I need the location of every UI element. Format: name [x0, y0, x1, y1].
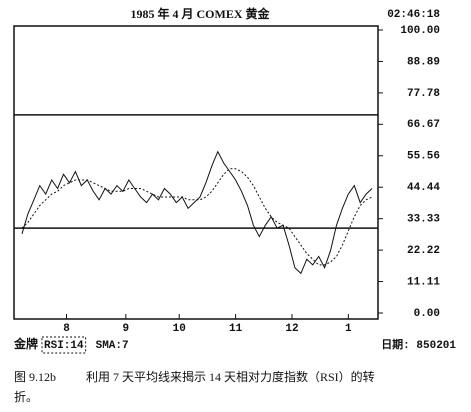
y-tick-label: 44.44 — [407, 182, 440, 194]
chart-title: 1985 年 4 月 COMEX 黄金 — [131, 6, 271, 21]
caption-text: 利用 7 天平均线来揭示 14 天相对力度指数（RSI）的转 — [86, 369, 375, 384]
x-tick-label: 11 — [229, 323, 243, 335]
x-tick-label: 8 — [63, 323, 70, 335]
series-line — [21, 168, 373, 266]
y-tick-label: 66.67 — [407, 119, 440, 131]
y-tick-label: 88.89 — [407, 56, 440, 68]
series-line — [21, 150, 373, 275]
x-tick-label: 9 — [123, 323, 130, 335]
legend-box — [41, 336, 87, 354]
y-tick-label: 11.11 — [407, 276, 440, 288]
time-label: 02:46:18 — [387, 9, 440, 21]
y-tick-label: 22.22 — [407, 245, 440, 257]
y-tick-label: 33.33 — [407, 214, 440, 226]
footer-date: 日期: 850201 — [381, 337, 456, 352]
footer-left: 金牌 — [13, 336, 38, 351]
caption-figure: 图 9.12b — [14, 370, 56, 384]
x-tick-label: 10 — [173, 323, 186, 335]
legend-entry: RSI:14 — [44, 340, 84, 352]
y-tick-label: 0.00 — [414, 308, 440, 320]
x-tick-label: 12 — [285, 323, 298, 335]
y-tick-label: 77.78 — [407, 88, 440, 100]
plot-frame — [13, 25, 379, 320]
legend-entry: SMA:7 — [96, 340, 129, 352]
x-tick-label: 1 — [345, 323, 352, 335]
y-tick-label: 100.00 — [400, 25, 440, 37]
caption-text2: 折。 — [14, 389, 38, 404]
y-tick-label: 55.56 — [407, 151, 440, 163]
